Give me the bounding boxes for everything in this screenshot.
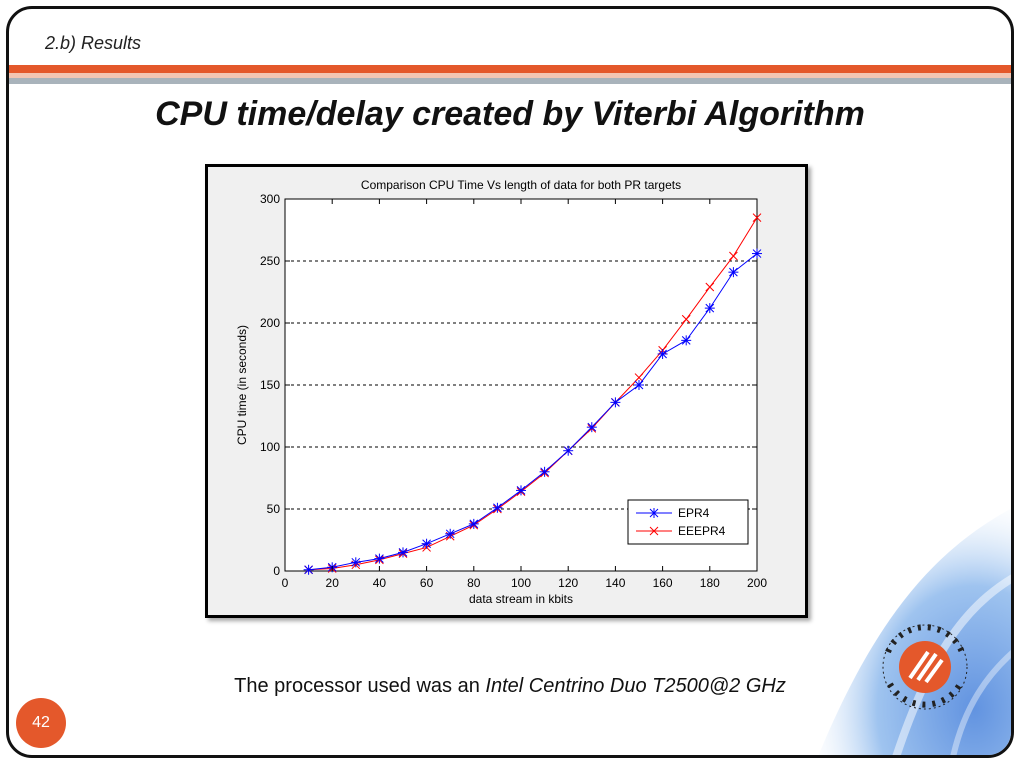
- data-point-eeepr4: [705, 282, 715, 292]
- y-tick-label: 300: [260, 192, 280, 206]
- data-point-epr4: [374, 553, 385, 564]
- legend-marker: [649, 526, 659, 536]
- x-tick-label: 60: [420, 576, 434, 590]
- data-point-epr4: [492, 502, 503, 513]
- y-tick-label: 100: [260, 440, 280, 454]
- x-tick-label: 160: [653, 576, 673, 590]
- data-point-epr4: [728, 267, 739, 278]
- series-line-epr4: [308, 253, 758, 571]
- grid-layer: [285, 260, 757, 510]
- caption: The processor used was an Intel Centrino…: [9, 675, 1011, 698]
- y-tick-label: 0: [273, 564, 280, 578]
- x-tick-label: 120: [558, 576, 578, 590]
- x-tick-label: 20: [326, 576, 340, 590]
- x-axis-label: data stream in kbits: [469, 592, 573, 606]
- legend-marker: [649, 508, 659, 518]
- section-label: 2.b) Results: [45, 33, 142, 53]
- chart-title: Comparison CPU Time Vs length of data fo…: [361, 178, 681, 192]
- data-point-epr4: [539, 466, 550, 477]
- legend-label: EEEPR4: [678, 524, 726, 538]
- x-tick-label: 180: [700, 576, 720, 590]
- tick-layer: 0 50 100 150 200 250 300 0 20 40 60 80 100 120 140 160 1…: [260, 192, 767, 590]
- university-watermark: [818, 508, 1011, 755]
- x-tick-label: 80: [467, 576, 481, 590]
- data-point-eeepr4: [729, 251, 738, 261]
- caption-processor: Intel Centrino Duo T2500@2 GHz: [485, 675, 786, 697]
- x-tick-label: 40: [373, 576, 387, 590]
- slide-frame: 2.b) Results CPU time/delay created by V…: [6, 6, 1014, 758]
- slide-title: CPU time/delay created by Viterbi Algori…: [155, 95, 865, 133]
- x-tick-label: 140: [605, 576, 625, 590]
- data-point-epr4: [350, 557, 361, 568]
- data-point-epr4: [303, 564, 314, 575]
- series-layer: [303, 213, 762, 575]
- data-point-eeepr4: [752, 213, 762, 222]
- y-axis-label: CPU time (in seconds): [235, 325, 249, 445]
- page-number-badge: 42: [16, 698, 66, 748]
- header-band-light: [9, 73, 1011, 78]
- data-point-epr4: [586, 422, 597, 433]
- x-tick-label: 100: [511, 576, 531, 590]
- data-point-epr4: [421, 538, 432, 549]
- series-epr4: [303, 248, 762, 575]
- header-band-orange: [9, 65, 1011, 73]
- data-point-epr4: [398, 547, 408, 558]
- cpu-time-chart: 0 50 100 150 200 250 300 0 20 40 60 80 100 120 140 160 1…: [235, 178, 767, 606]
- x-tick-label: 200: [747, 576, 767, 590]
- caption-prefix: The processor used was an: [234, 675, 486, 697]
- chart-legend: EPR4 EEEPR4: [627, 499, 749, 545]
- data-point-epr4: [657, 349, 668, 359]
- data-point-epr4: [704, 303, 715, 314]
- legend-box: [627, 499, 749, 545]
- data-point-epr4: [752, 248, 762, 259]
- x-tick-label: 0: [282, 576, 289, 590]
- y-tick-label: 200: [260, 316, 280, 330]
- data-point-epr4: [563, 445, 574, 456]
- y-tick-label: 150: [260, 378, 280, 392]
- data-point-epr4: [610, 397, 621, 408]
- data-point-epr4: [681, 335, 692, 346]
- data-point-epr4: [516, 485, 526, 496]
- data-point-epr4: [445, 528, 456, 539]
- y-tick-label: 50: [267, 502, 281, 516]
- chart-panel: 0 50 100 150 200 250 300 0 20 40 60 80 100 120 140 160 1…: [205, 164, 808, 618]
- university-logo: [882, 624, 968, 710]
- data-point-epr4: [468, 518, 479, 529]
- data-point-eeepr4: [634, 373, 644, 382]
- legend-label: EPR4: [678, 506, 710, 520]
- data-point-epr4: [634, 380, 644, 390]
- y-tick-label: 250: [260, 254, 280, 268]
- header-band-gray: [9, 78, 1011, 84]
- data-point-eeepr4: [681, 314, 691, 324]
